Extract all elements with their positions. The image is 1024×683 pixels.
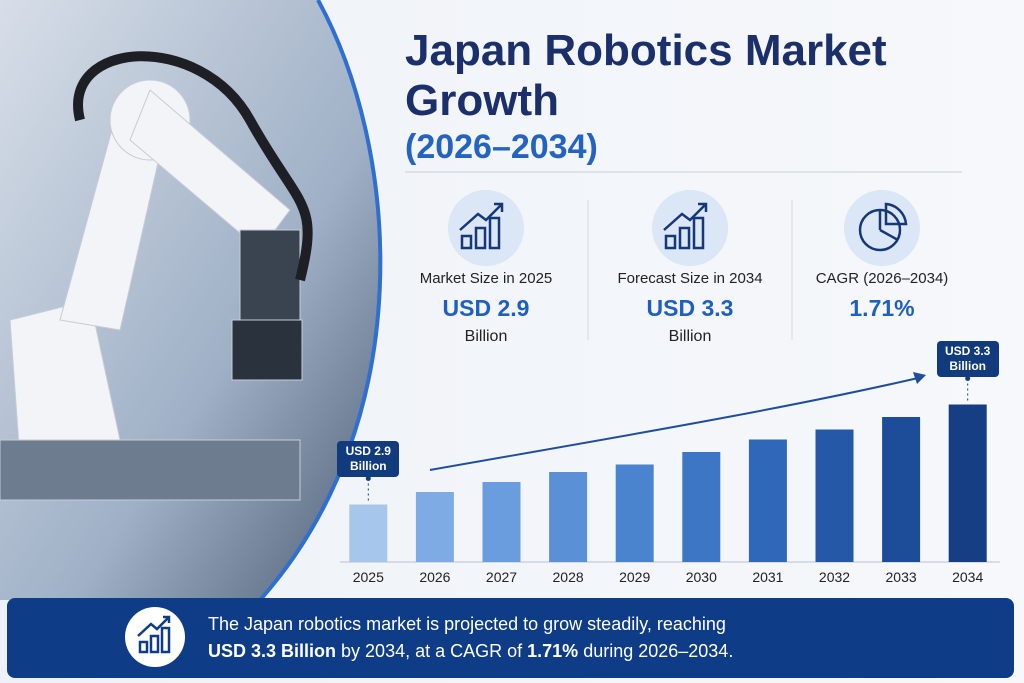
bar	[615, 464, 654, 562]
stat: Forecast Size in 2034 USD 3.3 Billion	[590, 270, 790, 346]
robot-arm	[0, 79, 303, 501]
bar	[415, 492, 454, 562]
footer-highlight: USD 3.3 Billion	[208, 641, 337, 661]
footer	[7, 598, 1014, 678]
title: Japan Robotics Market Growth	[405, 26, 887, 125]
bar	[882, 417, 921, 562]
stat-label: CAGR (2026–2034)	[815, 270, 949, 287]
trend-arrow	[429, 377, 919, 471]
bar	[549, 472, 588, 562]
x-tick-label: 2028	[553, 569, 584, 585]
stat-unit: Billion	[464, 328, 508, 345]
stat-label: Forecast Size in 2034	[617, 270, 763, 287]
data-label: USD 3.3 Billion	[936, 340, 999, 377]
footer-text: The Japan robotics market is projected t…	[208, 611, 828, 665]
x-tick-label: 2029	[619, 569, 650, 585]
callout-dot	[965, 376, 971, 381]
x-tick-label: 2031	[752, 569, 783, 585]
footer-part: The Japan robotics market is projected t…	[208, 614, 726, 634]
footer-highlight: 1.71%	[527, 641, 579, 661]
x-tick-label: 2026	[419, 569, 450, 585]
x-tick-label: 2033	[886, 569, 917, 585]
data-label: USD 2.9 Billion	[337, 440, 400, 477]
x-tick-label: 2030	[686, 569, 717, 585]
bar	[482, 482, 521, 562]
footer-icon	[125, 607, 185, 667]
x-tick-label: 2025	[353, 569, 384, 585]
subtitle: (2026–2034)	[405, 128, 598, 166]
stat-label: Market Size in 2025	[419, 270, 553, 287]
bar	[748, 439, 787, 562]
stat: CAGR (2026–2034) 1.71%	[782, 270, 982, 322]
stat: Market Size in 2025 USD 2.9 Billion	[386, 270, 586, 346]
x-tick-label: 2032	[819, 569, 850, 585]
trend-arrowhead	[913, 372, 926, 384]
stat-value: USD 3.3	[646, 295, 734, 321]
bar	[948, 404, 987, 562]
photo-edge	[258, 0, 383, 602]
stat-unit: Billion	[668, 328, 712, 345]
icon	[448, 190, 920, 266]
robot-cable	[73, 51, 313, 282]
x-tick-label: 2027	[486, 569, 517, 585]
bar	[682, 452, 721, 562]
callout-dot	[365, 476, 371, 481]
bar	[815, 429, 854, 562]
stat-value: 1.71%	[849, 295, 915, 321]
footer-part: during 2026–2034.	[578, 641, 734, 661]
footer-part: by 2034, at a CAGR of	[336, 641, 528, 661]
bar	[349, 504, 388, 562]
stat-value: USD 2.9	[442, 295, 530, 321]
x-tick-label: 2034	[952, 569, 983, 585]
